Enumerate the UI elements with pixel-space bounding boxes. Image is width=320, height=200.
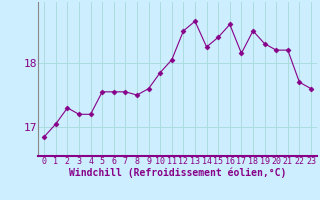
X-axis label: Windchill (Refroidissement éolien,°C): Windchill (Refroidissement éolien,°C) (69, 168, 286, 178)
